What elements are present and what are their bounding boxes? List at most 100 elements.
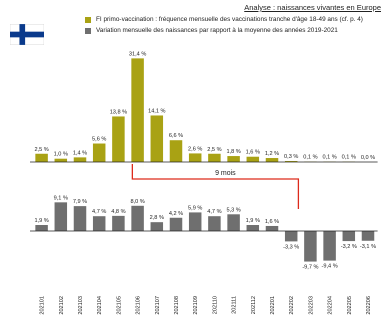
births-value-label: 5,3 %	[226, 207, 240, 213]
births-bar	[284, 231, 298, 242]
x-tick-label: 202107	[155, 296, 161, 315]
births-bar	[112, 215, 125, 231]
x-tick-label: 202105	[116, 296, 122, 315]
vaccination-bar	[35, 153, 48, 162]
vaccination-value-label: 2,6 %	[188, 146, 202, 152]
chart-legend: FI primo-vaccination : fréquence mensuel…	[85, 14, 363, 36]
x-tick-label: 202103	[78, 296, 84, 315]
x-tick-label: 202203	[308, 296, 314, 315]
births-value-label: 7,9 %	[73, 199, 87, 205]
births-bar	[150, 222, 164, 231]
births-value-label: 8,0 %	[130, 199, 144, 205]
vaccination-value-label: 0,1 %	[322, 155, 336, 161]
births-value-label: 1,9 %	[246, 218, 260, 224]
vaccination-bar	[208, 153, 221, 162]
x-tick-label: 202111	[232, 296, 238, 314]
births-bar	[227, 214, 240, 231]
births-value-label: 4,7 %	[207, 209, 221, 215]
births-value-label: -3,3 %	[283, 244, 299, 250]
births-bar	[265, 225, 279, 231]
births-value-label: -3,1 %	[360, 244, 376, 250]
vaccination-bar	[246, 156, 260, 162]
births-value-label: -9,4 %	[322, 264, 338, 270]
x-tick-label: 202204	[328, 296, 334, 315]
x-tick-label: 202108	[174, 296, 180, 315]
vaccination-value-label: 0,0 %	[361, 155, 375, 161]
vaccination-value-label: 1,6 %	[246, 150, 260, 156]
births-bar	[342, 231, 356, 242]
legend-item-vaccination: FI primo-vaccination : fréquence mensuel…	[85, 14, 363, 25]
vaccination-value-label: 31,4 %	[129, 51, 146, 57]
births-bar	[169, 217, 183, 231]
annotation-bracket	[131, 164, 300, 209]
vaccination-value-label: 5,6 %	[92, 137, 106, 143]
vaccination-bar	[92, 143, 106, 162]
births-bar	[131, 205, 144, 231]
header-link[interactable]: Analyse : naissances vivantes en Europe	[244, 3, 381, 12]
legend-swatch-births	[85, 27, 91, 34]
vaccination-value-label: 2,5 %	[34, 147, 48, 153]
births-series: 1,9 % 9,1 % 7,9 % 4,7 % 4,8 % 8,0 % 2,8 % 4,2 %…	[34, 195, 376, 270]
legend-item-births: Variation mensuelle des naissances par r…	[85, 25, 363, 36]
vaccination-bar	[188, 153, 202, 162]
legend-label-vaccination: FI primo-vaccination : fréquence mensuel…	[96, 16, 363, 23]
vaccination-bar	[227, 156, 240, 162]
axes	[30, 161, 378, 232]
vaccination-bar	[73, 157, 87, 162]
vaccination-bar	[131, 58, 144, 162]
vaccination-bar	[112, 116, 125, 162]
x-tick-label: 202109	[193, 296, 199, 315]
x-tick-label: 202201	[270, 296, 276, 315]
vaccination-value-label: 2,5 %	[207, 147, 221, 153]
births-value-label: 9,1 %	[54, 195, 68, 201]
x-tick-label: 202110	[212, 296, 218, 314]
vaccination-value-label: 0,1 %	[342, 155, 356, 161]
vaccination-series: 2,5 % 1,0 % 1,4 % 5,6 % 13,8 % 31,4 % 14,1 % 6,…	[34, 51, 375, 162]
births-bar	[361, 231, 375, 241]
vaccination-bar	[265, 158, 279, 162]
vaccination-value-label: 6,6 %	[169, 133, 183, 139]
annotation-label: 9 mois	[215, 170, 236, 177]
vaccination-bar	[54, 158, 68, 162]
births-value-label: 1,6 %	[265, 219, 279, 225]
x-tick-label: 202112	[251, 296, 257, 314]
vaccination-value-label: 0,1 %	[303, 155, 317, 161]
annotation: 9 mois	[131, 164, 300, 209]
births-value-label: 4,8 %	[111, 209, 125, 215]
x-tick-label: 202206	[366, 296, 372, 315]
births-bar	[208, 216, 221, 231]
births-bar	[323, 231, 336, 261]
x-tick-label: 202106	[136, 296, 142, 315]
births-bar	[73, 206, 87, 231]
vaccination-value-label: 0,3 %	[284, 154, 298, 160]
x-tick-label: 202205	[347, 296, 353, 315]
legend-label-births: Variation mensuelle des naissances par r…	[96, 27, 338, 34]
x-tick-label: 202102	[59, 296, 65, 315]
births-value-label: -3,2 %	[341, 244, 357, 250]
vaccination-value-label: 1,2 %	[265, 151, 279, 157]
births-value-label: 1,9 %	[34, 218, 48, 224]
births-value-label: 4,2 %	[169, 211, 183, 217]
vaccination-bar	[150, 115, 164, 162]
births-bar	[54, 202, 68, 231]
vaccination-value-label: 14,1 %	[148, 108, 165, 114]
vaccination-value-label: 13,8 %	[110, 109, 127, 115]
births-bar	[188, 212, 202, 231]
x-tick-label: 202104	[97, 296, 103, 315]
legend-swatch-vaccination	[85, 16, 91, 23]
births-value-label: 5,9 %	[188, 205, 202, 211]
vaccination-value-label: 1,8 %	[226, 149, 240, 155]
births-bar	[35, 225, 48, 231]
births-bar	[246, 225, 260, 231]
finland-flag-icon	[10, 24, 44, 45]
births-value-label: 2,8 %	[150, 215, 164, 221]
x-tick-label: 202202	[289, 296, 295, 315]
vaccination-bar	[284, 161, 298, 162]
births-value-label: 4,7 %	[92, 209, 106, 215]
births-value-label: -9,7 %	[302, 265, 318, 271]
vaccination-value-label: 1,4 %	[73, 150, 87, 156]
births-bar	[304, 231, 317, 262]
x-tick-labels: 202101 202102 202103 202104 202105 202106 2021…	[40, 296, 372, 315]
x-tick-label: 202101	[40, 296, 46, 315]
